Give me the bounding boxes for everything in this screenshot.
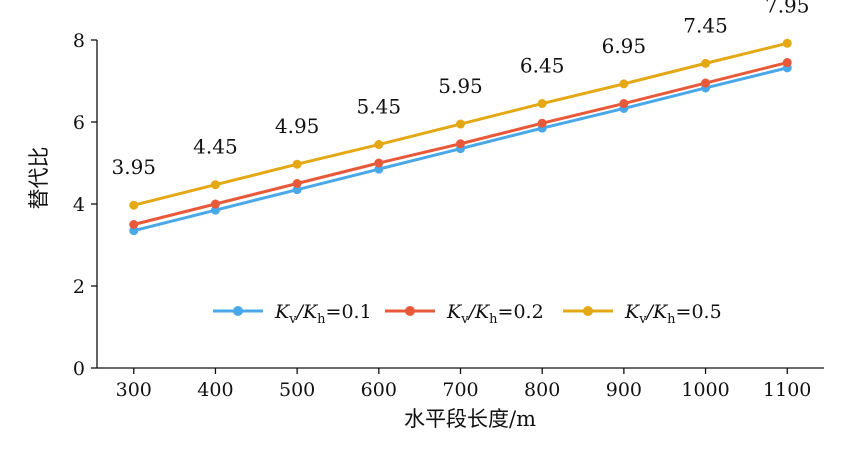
data-label: 6.45 bbox=[520, 54, 565, 78]
series-3-point bbox=[782, 38, 792, 48]
series-3-point bbox=[456, 119, 465, 129]
x-axis-title: 水平段长度/m bbox=[404, 407, 536, 431]
legend: Kv/Kh=0.1 Kv/Kh=0.2 Kv/Kh=0.5 bbox=[213, 301, 722, 327]
x-tick-label: 800 bbox=[524, 379, 560, 401]
series-layer bbox=[129, 38, 792, 236]
data-label: 5.45 bbox=[357, 95, 402, 119]
x-tick-label: 900 bbox=[606, 379, 642, 401]
legend-marker-2 bbox=[405, 306, 415, 316]
y-tick-label: 0 bbox=[73, 358, 85, 380]
y-tick-label: 4 bbox=[73, 194, 85, 216]
x-ticks: 300 400 500 600 700 800 900 1000 1100 bbox=[116, 368, 811, 401]
series-2-point bbox=[374, 158, 384, 168]
legend-label-3: Kv/Kh=0.5 bbox=[624, 301, 722, 327]
legend-label-1: Kv/Kh=0.1 bbox=[274, 301, 372, 327]
series-3-point bbox=[537, 99, 547, 109]
series-2-point bbox=[210, 199, 220, 209]
series-1-point bbox=[129, 226, 139, 236]
legend-marker-3 bbox=[583, 306, 593, 316]
x-tick-label: 500 bbox=[279, 379, 315, 401]
x-tick-label: 1000 bbox=[681, 379, 729, 401]
legend-marker-1 bbox=[233, 306, 243, 316]
x-tick-label: 600 bbox=[361, 379, 397, 401]
series-3-point bbox=[619, 79, 629, 89]
series-2-point bbox=[537, 118, 547, 128]
y-tick-label: 6 bbox=[73, 112, 85, 134]
data-label: 3.95 bbox=[111, 155, 156, 179]
x-tick-label: 1100 bbox=[763, 379, 811, 401]
series-2-point bbox=[292, 179, 302, 188]
series-1-point bbox=[374, 164, 384, 174]
y-ticks: 0 2 4 6 8 bbox=[73, 30, 97, 380]
series-1-point bbox=[210, 205, 220, 215]
data-label: 6.95 bbox=[602, 34, 647, 58]
series-2-point bbox=[129, 220, 139, 229]
data-label: 4.45 bbox=[193, 135, 238, 159]
x-tick-label: 400 bbox=[197, 379, 233, 401]
legend-label-2: Kv/Kh=0.2 bbox=[446, 301, 544, 327]
series-3-point bbox=[210, 180, 220, 190]
data-label: 7.95 bbox=[765, 0, 810, 17]
x-tick-label: 300 bbox=[116, 379, 152, 401]
series-3-point bbox=[129, 200, 139, 210]
y-tick-label: 2 bbox=[73, 276, 85, 298]
y-tick-label: 8 bbox=[73, 30, 85, 52]
series-2-point bbox=[456, 139, 465, 149]
series-3-point bbox=[701, 58, 711, 68]
series-1-point bbox=[292, 185, 302, 195]
data-labels: 3.95 4.45 4.95 5.45 5.95 6.45 6.95 7.45 7.95 bbox=[111, 0, 809, 179]
x-tick-label: 700 bbox=[442, 379, 478, 401]
data-label: 7.45 bbox=[683, 13, 728, 37]
y-axis-title: 替代比 bbox=[27, 147, 51, 210]
series-3-point bbox=[374, 140, 384, 150]
data-label: 5.95 bbox=[438, 74, 483, 98]
series-2-point bbox=[619, 99, 629, 109]
series-2-point bbox=[782, 58, 792, 68]
data-label: 4.95 bbox=[275, 114, 320, 138]
series-3-point bbox=[292, 159, 302, 169]
series-2-point bbox=[701, 78, 711, 88]
